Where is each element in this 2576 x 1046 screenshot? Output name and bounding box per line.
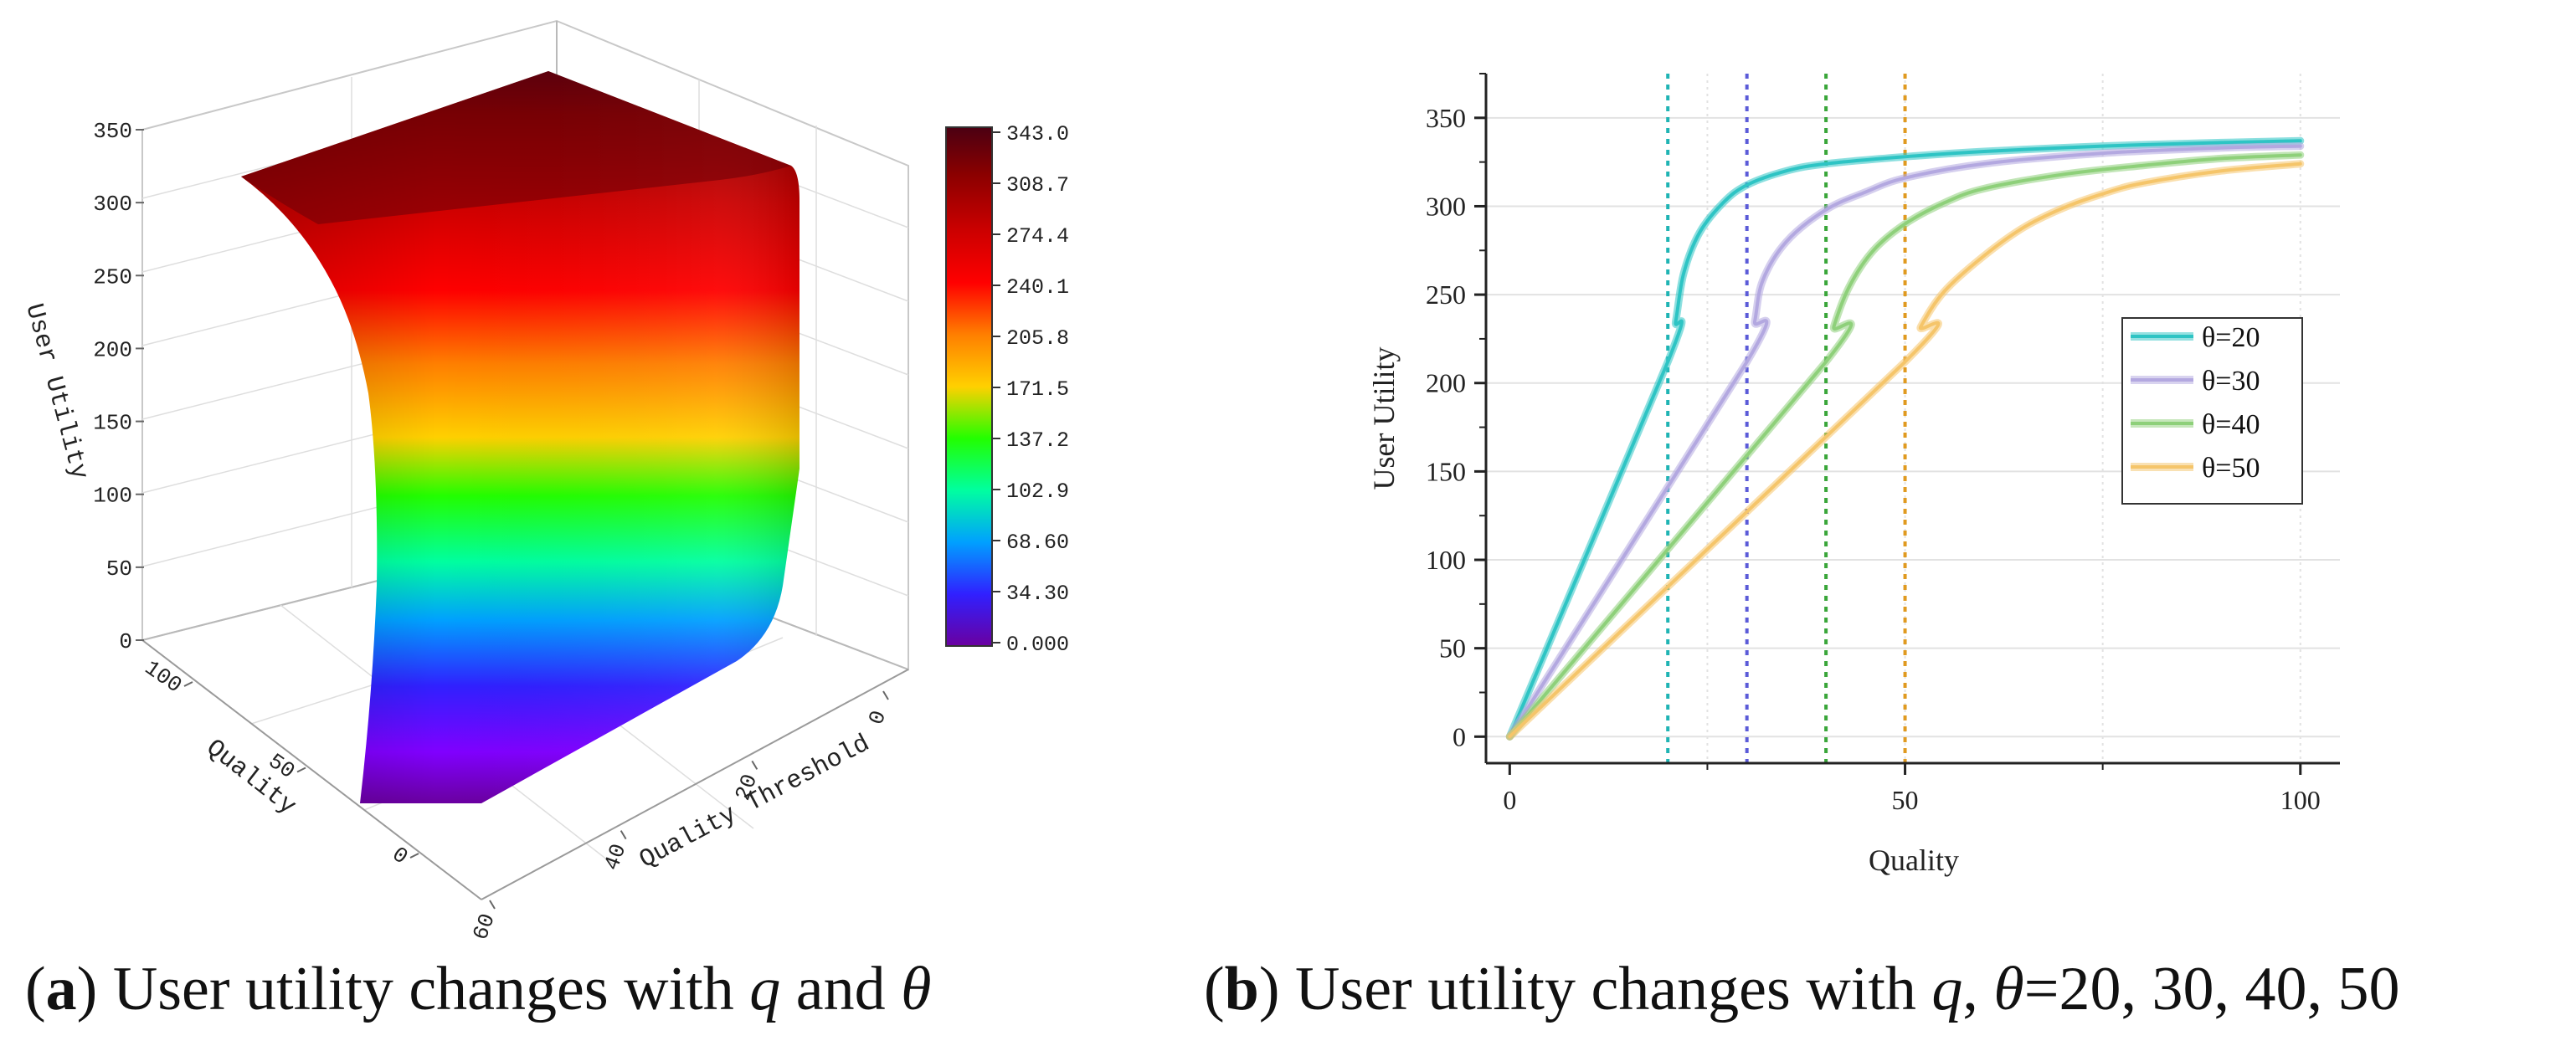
- z-tick-label: 50: [106, 556, 132, 582]
- x-tick-label: 100: [2280, 785, 2321, 815]
- caption-a-text: User utility changes with: [97, 955, 750, 1023]
- threshold-tick-mark: [882, 690, 889, 700]
- colorbar-label: 240.1: [1006, 275, 1069, 300]
- caption-b-label: b: [1224, 955, 1259, 1023]
- legend-label-theta-50: θ=50: [2202, 453, 2260, 484]
- colorbar-label: 68.60: [1006, 531, 1069, 555]
- legend-box: [2121, 317, 2303, 505]
- threshold-tick-label: 40: [599, 840, 632, 874]
- threshold-tick-mark: [620, 830, 627, 840]
- series-lines: [1505, 136, 2305, 741]
- y-tick-label: 50: [1439, 633, 1466, 664]
- z-tick-label: 250: [93, 264, 132, 290]
- caption-a-label: a: [45, 955, 77, 1023]
- colorbar-label: 274.4: [1006, 224, 1069, 249]
- x-axis-ticks: 0 50 100: [1503, 763, 2321, 815]
- colorbar-label: 0.000: [1006, 633, 1069, 657]
- caption-a-var-q: q: [749, 955, 781, 1023]
- caption-b-tail: =20, 30, 40, 50: [2023, 955, 2400, 1023]
- quality-tick-label: 0: [388, 842, 413, 870]
- colorbar-label: 34.30: [1006, 582, 1069, 606]
- quality-tick-mark: [296, 767, 306, 773]
- threshold-tick-mark: [751, 760, 758, 770]
- y-tick-label: 300: [1426, 191, 1466, 221]
- quality-tick-mark: [409, 853, 419, 859]
- caption-a-var-theta: θ: [901, 955, 932, 1023]
- colorbar: 343.0 308.7 274.4 240.1 205.8 171.5 137.2 102.9…: [945, 122, 1069, 657]
- colorbar-labels: 343.0 308.7 274.4 240.1 205.8 171.5 137.2 102.9…: [992, 122, 1069, 657]
- z-tick-label: 350: [93, 119, 132, 144]
- legend-label-theta-40: θ=40: [2202, 409, 2260, 440]
- caption-b-var-q: q: [1931, 955, 1963, 1023]
- series-line-theta-20: [1508, 139, 2302, 739]
- z-tick-label: 200: [93, 337, 132, 362]
- z-tick-label: 0: [119, 629, 132, 654]
- x-tick-label: 50: [1892, 785, 1919, 815]
- y-axis-ticks: 0 50 100 150 200 250 300 350: [1426, 103, 1486, 751]
- threshold-tick-label: 60: [468, 910, 501, 944]
- panel-a-surface: 0 50 100 150 200 250 300 350 User Utility 100 50…: [18, 19, 1069, 944]
- colorbar-label: 308.7: [1006, 173, 1069, 197]
- colorbar-label: 343.0: [1006, 122, 1069, 146]
- caption-b: (b) User utility changes with q, θ=20, 3…: [1204, 955, 2400, 1023]
- caption-b-mid: ,: [1962, 955, 1994, 1023]
- x-axis-label: Quality: [1869, 843, 1959, 877]
- caption-b-var-theta: θ: [1993, 955, 2024, 1023]
- legend-label-theta-30: θ=30: [2202, 366, 2260, 397]
- y-axis-label: User Utility: [1367, 347, 1401, 490]
- legend: θ=20 θ=30 θ=40 θ=50: [2121, 317, 2303, 505]
- threshold-tick-mark: [489, 900, 496, 910]
- legend-label-theta-20: θ=20: [2202, 322, 2260, 353]
- z-axis-ticks: 0 50 100 150 200 250 300 350: [93, 119, 144, 654]
- z-tick-label: 150: [93, 411, 132, 436]
- y-tick-label: 200: [1426, 368, 1466, 398]
- z-tick-label: 300: [93, 192, 132, 217]
- colorbar-label: 102.9: [1006, 479, 1069, 504]
- caption-a-mid: and: [780, 955, 902, 1023]
- series-line-theta-30: [1508, 144, 2302, 739]
- y-tick-label: 350: [1426, 103, 1466, 133]
- quality-tick-mark: [183, 681, 193, 687]
- x-tick-label: 0: [1503, 785, 1516, 815]
- caption-a: (a) User utility changes with q and θ: [25, 955, 932, 1023]
- colorbar-label: 171.5: [1006, 377, 1069, 402]
- panel-b-line-chart: 0 50 100 0 50 100 150 200 250 300 350 Quality Use…: [1367, 73, 2340, 877]
- z-tick-label: 100: [93, 484, 132, 509]
- colorbar-label: 205.8: [1006, 326, 1069, 351]
- series-line-theta-40: [1508, 153, 2302, 739]
- quality-tick-label: 100: [140, 655, 187, 698]
- y-tick-label: 100: [1426, 545, 1466, 575]
- y-tick-label: 150: [1426, 456, 1466, 486]
- threshold-markers: [1666, 74, 1907, 763]
- colorbar-label: 137.2: [1006, 428, 1069, 453]
- y-tick-label: 0: [1453, 721, 1466, 751]
- threshold-tick-label: 0: [864, 707, 892, 728]
- series-line-theta-50: [1508, 162, 2302, 739]
- z-axis-label: User Utility: [18, 300, 93, 482]
- caption-b-text: User utility changes with: [1279, 955, 1932, 1023]
- colorbar-gradient: [945, 126, 993, 647]
- y-tick-label: 250: [1426, 279, 1466, 310]
- utility-surface: [241, 71, 800, 803]
